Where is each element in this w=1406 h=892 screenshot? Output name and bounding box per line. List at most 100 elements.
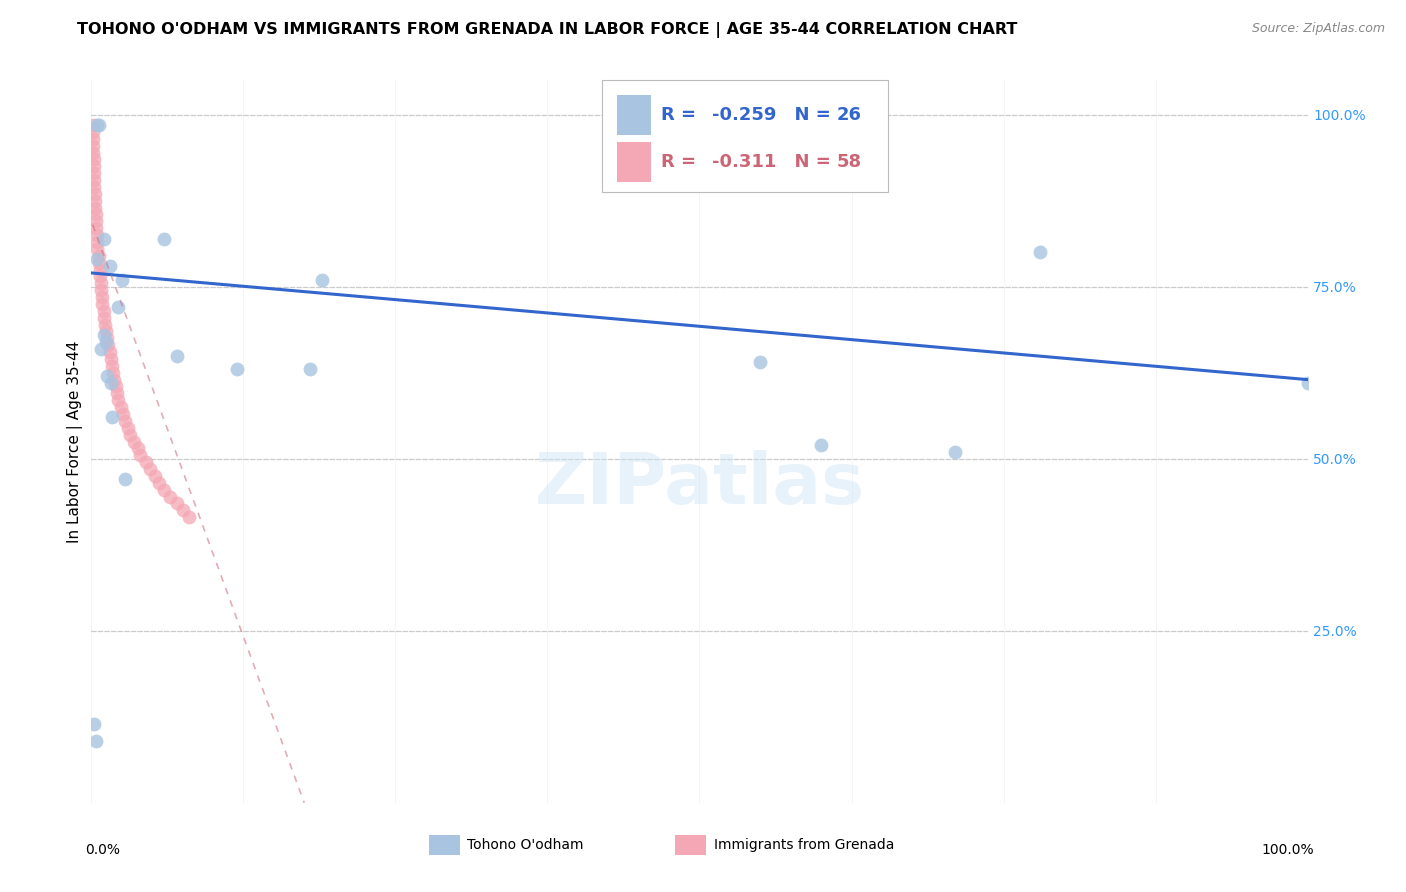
Point	[1296, 376, 1319, 390]
Text: Source: ZipAtlas.com: Source: ZipAtlas.com	[1251, 22, 1385, 36]
Text: Tohono O'odham: Tohono O'odham	[467, 838, 583, 852]
Point	[82, 132, 104, 146]
Point	[97, 338, 120, 352]
Point	[111, 407, 134, 421]
Point	[226, 362, 249, 376]
Point	[810, 438, 832, 452]
Point	[127, 442, 149, 456]
Point	[87, 118, 110, 132]
Point	[120, 427, 142, 442]
Point	[111, 273, 134, 287]
Point	[83, 180, 105, 194]
Point	[143, 469, 166, 483]
Point	[101, 359, 124, 373]
Point	[90, 277, 112, 291]
Text: R =: R =	[661, 153, 709, 171]
Point	[129, 448, 152, 462]
Point	[83, 716, 105, 731]
Point	[84, 201, 107, 215]
Point	[943, 445, 966, 459]
Point	[139, 462, 162, 476]
FancyBboxPatch shape	[617, 95, 651, 135]
Text: TOHONO O'ODHAM VS IMMIGRANTS FROM GRENADA IN LABOR FORCE | AGE 35-44 CORRELATION: TOHONO O'ODHAM VS IMMIGRANTS FROM GRENAD…	[77, 22, 1018, 38]
Point	[93, 310, 115, 325]
Point	[117, 421, 139, 435]
Point	[104, 379, 127, 393]
Point	[83, 159, 105, 173]
Point	[87, 255, 110, 269]
Point	[94, 318, 117, 332]
Point	[98, 345, 121, 359]
Point	[96, 369, 118, 384]
Point	[122, 434, 145, 449]
Point	[114, 472, 136, 486]
Text: -0.259: -0.259	[711, 106, 776, 124]
Point	[84, 186, 107, 201]
FancyBboxPatch shape	[602, 80, 889, 193]
Text: R =: R =	[661, 106, 702, 124]
Point	[82, 138, 104, 153]
Point	[105, 386, 128, 401]
Point	[90, 283, 112, 297]
Point	[89, 269, 111, 284]
FancyBboxPatch shape	[617, 142, 651, 182]
Point	[107, 393, 129, 408]
Point	[93, 231, 115, 245]
Point	[90, 342, 112, 356]
Point	[103, 373, 125, 387]
Point	[166, 496, 188, 510]
Point	[135, 455, 157, 469]
Point	[82, 118, 104, 132]
Point	[103, 366, 125, 380]
Point	[84, 214, 107, 228]
Point	[1029, 245, 1052, 260]
Text: -0.311: -0.311	[711, 153, 776, 171]
Text: 0.0%: 0.0%	[86, 843, 121, 856]
Point	[101, 410, 124, 425]
Point	[172, 503, 194, 517]
Point	[96, 331, 118, 345]
Point	[93, 303, 115, 318]
Point	[83, 153, 105, 167]
Point	[82, 125, 104, 139]
Text: 26: 26	[837, 106, 862, 124]
Point	[86, 242, 108, 256]
Point	[84, 221, 107, 235]
Text: Immigrants from Grenada: Immigrants from Grenada	[714, 838, 894, 852]
Point	[93, 327, 115, 342]
Text: ZIPatlas: ZIPatlas	[534, 450, 865, 519]
Point	[84, 734, 107, 748]
Point	[91, 297, 114, 311]
Point	[89, 262, 111, 277]
Text: 100.0%: 100.0%	[1261, 843, 1313, 856]
Point	[83, 166, 105, 180]
Point	[153, 483, 176, 497]
Point	[100, 376, 122, 390]
Point	[86, 118, 108, 132]
Point	[84, 194, 107, 208]
Y-axis label: In Labor Force | Age 35-44: In Labor Force | Age 35-44	[67, 341, 83, 542]
Point	[749, 355, 772, 369]
Point	[177, 510, 200, 524]
Point	[86, 252, 108, 267]
Point	[86, 228, 108, 243]
Point	[166, 349, 188, 363]
Point	[311, 273, 333, 287]
Point	[84, 207, 107, 221]
Text: N =: N =	[782, 153, 837, 171]
Point	[159, 490, 181, 504]
Point	[148, 475, 170, 490]
Point	[110, 400, 132, 414]
Text: 58: 58	[837, 153, 862, 171]
Point	[153, 231, 176, 245]
Point	[83, 173, 105, 187]
Text: N =: N =	[782, 106, 837, 124]
Point	[107, 301, 129, 315]
Point	[114, 414, 136, 428]
Point	[87, 249, 110, 263]
Point	[94, 334, 117, 349]
Point	[86, 235, 108, 249]
Point	[299, 362, 322, 376]
Point	[94, 325, 117, 339]
Point	[100, 351, 122, 366]
